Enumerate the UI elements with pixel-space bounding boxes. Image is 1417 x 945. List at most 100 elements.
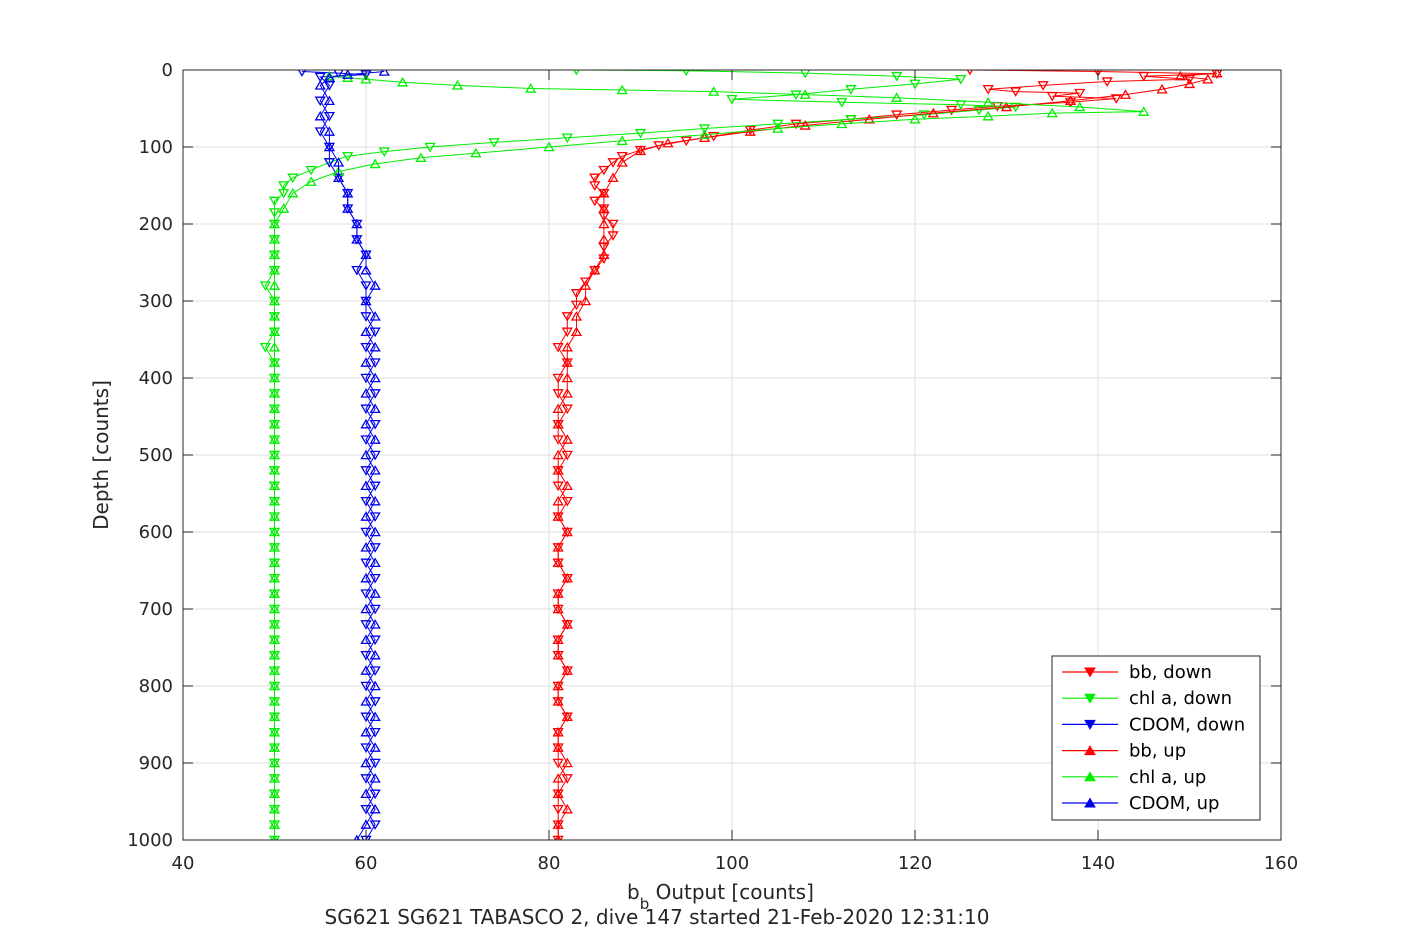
data-point <box>268 526 281 537</box>
data-point <box>369 495 381 506</box>
data-point <box>1000 101 1013 112</box>
data-point <box>488 138 500 148</box>
data-point <box>360 696 372 706</box>
data-point <box>268 234 281 244</box>
data-point <box>369 434 381 444</box>
legend-label: bb, up <box>1129 741 1186 762</box>
data-point <box>561 665 573 675</box>
data-point <box>333 70 344 79</box>
data-point <box>845 115 857 125</box>
data-point <box>607 158 619 168</box>
data-point <box>360 712 372 723</box>
data-point <box>561 480 573 491</box>
data-point <box>314 96 326 107</box>
data-point <box>360 342 372 353</box>
data-point <box>1202 73 1214 84</box>
y-tick-label: 1000 <box>127 830 173 851</box>
data-point <box>268 264 281 275</box>
x-tick-label: 80 <box>538 853 561 874</box>
data-point <box>314 127 326 137</box>
data-point <box>369 573 381 584</box>
data-point <box>360 418 372 429</box>
data-point <box>561 434 573 444</box>
data-point <box>552 481 564 492</box>
data-point <box>369 773 381 783</box>
x-axis-label-subscript: b <box>640 895 650 913</box>
data-point <box>305 176 317 186</box>
data-point <box>552 389 564 399</box>
legend-marker <box>1084 667 1096 678</box>
data-point <box>360 804 372 815</box>
data-point <box>360 264 372 275</box>
data-point <box>552 649 564 660</box>
data-point <box>598 218 610 229</box>
data-point <box>369 543 381 553</box>
data-point <box>268 588 281 598</box>
data-point <box>360 480 372 491</box>
data-point <box>982 97 994 107</box>
data-point <box>1138 71 1150 82</box>
legend-label: CDOM, up <box>1129 793 1219 814</box>
data-point <box>369 526 381 537</box>
data-point <box>268 680 281 691</box>
data-point <box>268 649 281 660</box>
data-point <box>561 372 573 383</box>
data-point <box>268 572 281 583</box>
data-point <box>360 357 372 367</box>
x-axis-label: bb Output [counts] <box>627 880 814 913</box>
data-point <box>552 603 564 614</box>
data-point <box>698 132 711 143</box>
data-point <box>726 95 738 105</box>
data-point <box>552 373 564 384</box>
data-point <box>561 619 573 629</box>
legend: bb, down chl a, down CDOM, down bb, up chl a… <box>1051 655 1261 821</box>
data-point <box>1110 94 1122 104</box>
data-point <box>369 372 381 383</box>
y-tick-label: 700 <box>139 599 173 620</box>
data-point <box>268 280 281 290</box>
data-point <box>369 311 381 321</box>
data-point <box>909 113 921 124</box>
data-point <box>552 726 564 737</box>
data-point <box>579 295 592 306</box>
data-point <box>653 141 665 151</box>
data-point <box>268 480 281 491</box>
data-point <box>323 72 336 82</box>
data-point <box>845 85 857 95</box>
data-point <box>360 388 372 398</box>
data-point <box>268 196 281 207</box>
y-tick-label: 0 <box>162 60 173 81</box>
data-point <box>287 173 299 184</box>
data-point <box>561 388 573 398</box>
data-point <box>268 218 281 229</box>
data-point <box>561 341 573 352</box>
data-point <box>342 70 354 79</box>
data-point <box>708 86 720 96</box>
data-point <box>1093 70 1103 77</box>
data-point <box>332 172 345 183</box>
data-point <box>360 373 372 384</box>
data-point <box>561 803 573 814</box>
y-tick-label: 300 <box>139 291 173 312</box>
data-point <box>552 449 564 460</box>
data-point <box>360 511 372 521</box>
data-point <box>268 418 281 429</box>
data-point <box>360 665 372 675</box>
data-point <box>268 619 281 629</box>
data-point <box>552 758 564 769</box>
data-point <box>369 789 381 800</box>
legend-label: CDOM, down <box>1129 714 1245 735</box>
data-point <box>268 249 281 260</box>
data-point <box>268 742 281 752</box>
data-point <box>268 295 281 306</box>
data-point <box>982 85 994 95</box>
data-point <box>360 726 372 737</box>
data-point <box>561 572 573 583</box>
data-point <box>552 804 564 815</box>
data-point <box>287 187 299 198</box>
data-point <box>561 774 573 784</box>
data-point <box>1174 70 1186 81</box>
data-point <box>772 119 784 130</box>
data-point <box>682 70 690 77</box>
